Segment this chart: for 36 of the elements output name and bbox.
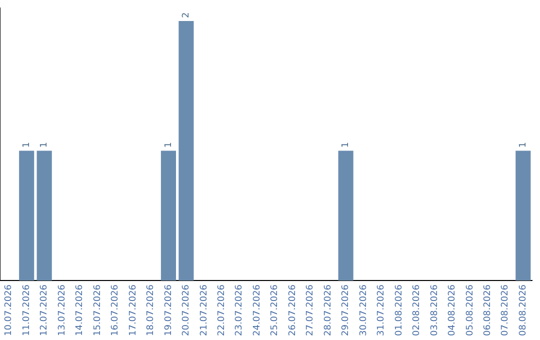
x-tick-label: 12.07.2026 [40,284,50,336]
x-tick-label: 25.07.2026 [270,284,280,336]
x-tick-label: 14.07.2026 [75,284,86,336]
x-tick-label: 28.07.2026 [323,284,334,336]
x-tick-label: 05.08.2026 [465,284,476,336]
x-tick-label: 13.07.2026 [57,284,68,336]
data-label: 1 [518,142,528,148]
x-tick-label: 24.07.2026 [252,284,262,336]
data-label: 1 [164,142,174,148]
x-tick-label: 27.07.2026 [306,284,316,336]
x-tick-label: 01.08.2026 [394,284,404,336]
x-tick-label: 17.07.2026 [128,284,138,336]
x-tick-label: 16.07.2026 [110,284,121,336]
x-tick-label: 02.08.2026 [412,284,422,336]
x-tick-label: 22.07.2026 [217,284,228,336]
data-label: 1 [22,142,32,148]
x-tick-label: 07.08.2026 [500,284,511,336]
data-label: 1 [40,142,50,148]
x-tick-label: 03.08.2026 [430,284,440,336]
x-tick-label: 31.07.2026 [376,284,387,336]
x-tick-label: 26.07.2026 [288,284,298,336]
x-tick-label: 20.07.2026 [182,284,192,336]
data-label: 1 [341,142,352,148]
x-tick-label: 29.07.2026 [341,284,352,336]
x-tick-label: 04.08.2026 [448,284,458,336]
x-tick-label: 15.07.2026 [92,284,103,336]
x-tick-label: 19.07.2026 [164,284,174,336]
x-tick-label: 08.08.2026 [518,284,528,336]
x-tick-label: 21.07.2026 [199,284,210,336]
x-tick-label: 06.08.2026 [483,284,494,336]
x-tick-label: 10.07.2026 [4,284,14,336]
x-tick-label: 23.07.2026 [234,284,245,336]
x-tick-label: 18.07.2026 [146,284,156,336]
x-tick-label: 11.07.2026 [22,284,32,336]
x-tick-label: 30.07.2026 [358,284,369,336]
data-label: 2 [182,12,192,18]
